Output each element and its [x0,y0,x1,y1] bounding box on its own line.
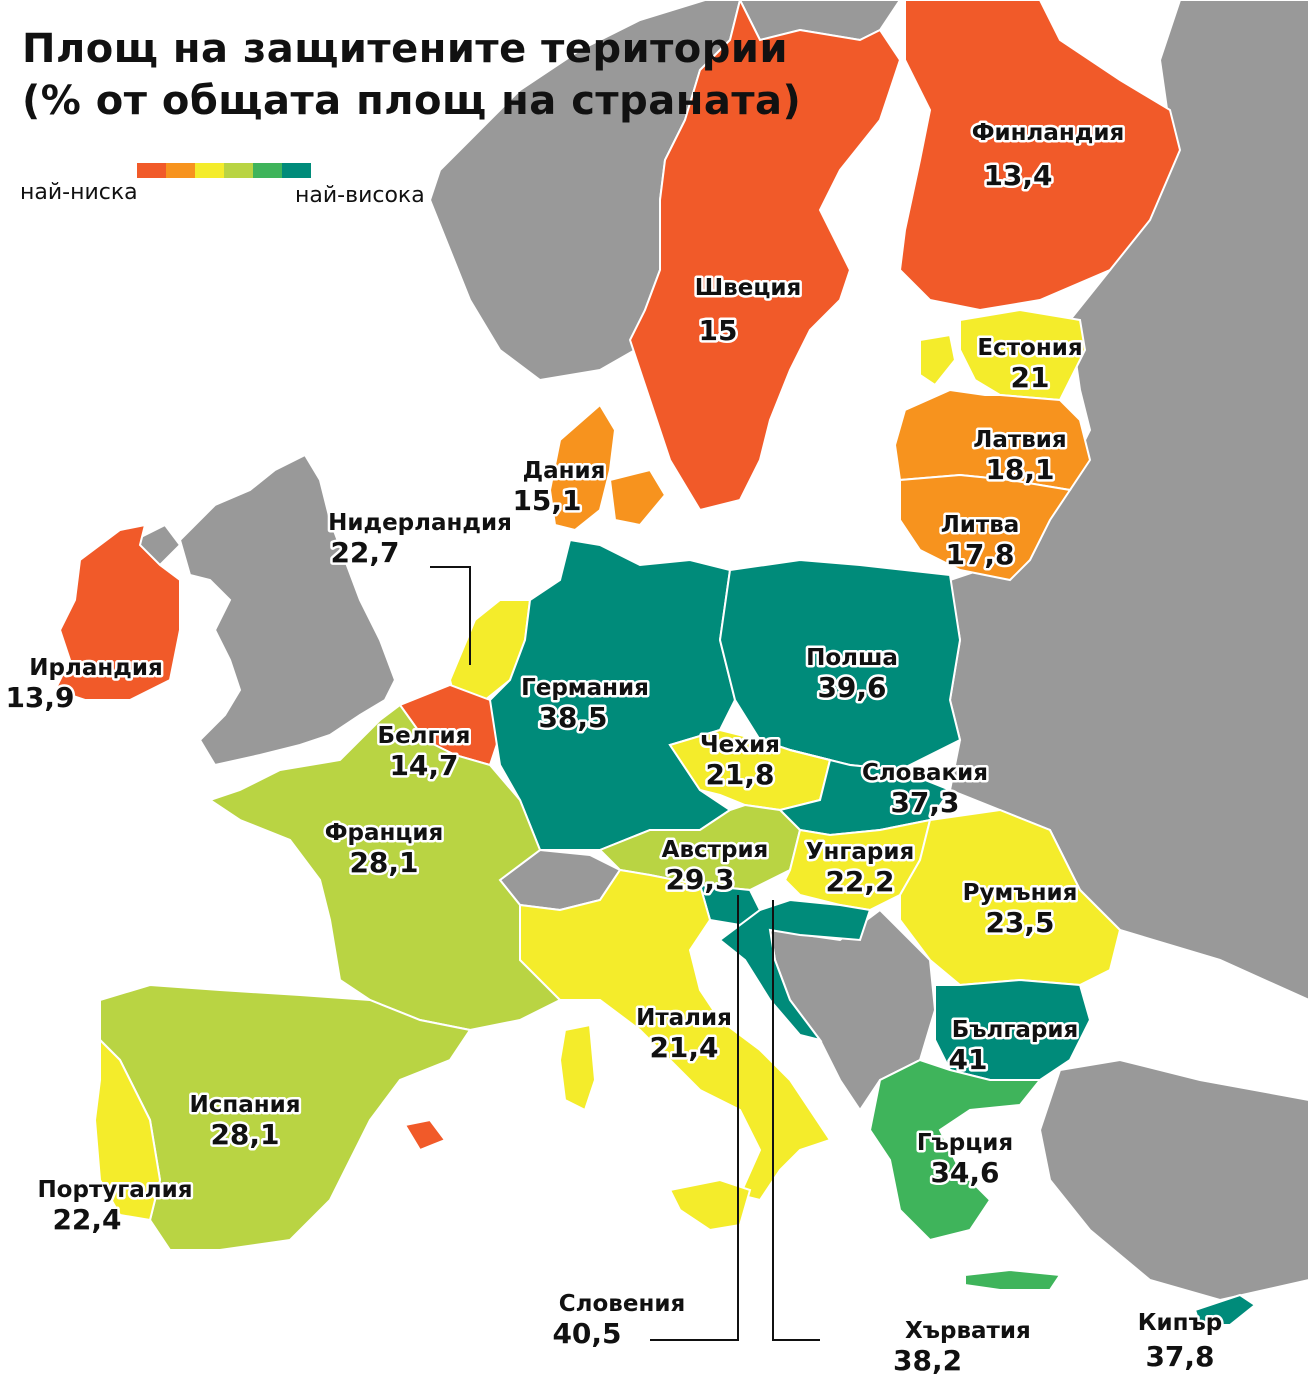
non-eu-land [134,0,1309,1302]
country-label-value: 18,1 [985,453,1054,486]
leader-netherlands [430,566,471,665]
country-label-value: 22,2 [825,865,894,898]
country-label-value: 40,5 [552,1317,621,1350]
country-denmark [548,403,617,532]
country-estonia [959,308,1087,402]
country-italy-sardinia [558,1023,597,1112]
country-label-name: Нидерландия [328,510,512,536]
country-label-name: Хърватия [905,1318,1031,1344]
land-great-britain [178,453,397,767]
country-label-value: 38,5 [538,701,607,734]
map-title-line2: (% от общата площ на страната) [22,78,802,124]
country-label-value: 15 [699,314,738,347]
country-label-value: 37,8 [1145,1340,1214,1373]
country-label-value: 13,9 [5,681,74,714]
leader-croatia [772,900,820,1341]
country-label-value: 17,8 [945,538,1014,571]
country-label-name: Гърция [917,1130,1013,1156]
leader-lines [430,566,820,1341]
legend-swatch-6 [282,163,311,178]
country-label-name: Ирландия [29,655,162,681]
country-label-name: Белгия [378,723,471,749]
country-label-value: 41 [949,1043,988,1076]
country-label-name: Кипър [1138,1310,1223,1336]
country-estonia-island [919,333,957,387]
legend-low-label: най-ниска [20,180,138,205]
country-label-name: Чехия [700,732,780,758]
country-spain-balearics [403,1118,447,1152]
legend-swatch-5 [253,163,282,178]
country-lithuania [899,473,1072,582]
country-label-value: 28,1 [349,846,418,879]
country-label-name: Латвия [973,427,1066,453]
legend-swatch-2 [166,163,195,178]
country-label-name: България [952,1017,1079,1043]
land-turkey [1038,1058,1309,1302]
country-label-value: 21,8 [705,758,774,791]
country-label-value: 39,6 [817,671,886,704]
country-label-value: 13,4 [983,159,1052,192]
country-label-name: Франция [325,820,444,846]
country-ireland [53,523,181,701]
country-label-name: Италия [636,1005,732,1031]
country-label-value: 29,3 [665,863,734,896]
country-label-name: Литва [941,512,1020,538]
legend-swatch-4 [224,163,253,178]
legend-swatch-1 [137,163,166,178]
country-label-name: Словакия [862,760,988,786]
country-label-name: Дания [523,458,606,484]
country-label-name: Словения [559,1291,685,1317]
country-label-value: 14,7 [389,749,458,782]
country-label-name: Естония [977,335,1082,361]
country-label-name: Швеция [695,275,802,301]
country-finland [898,0,1182,312]
country-label-name: Испания [189,1092,300,1118]
country-italy [519,868,832,1202]
country-label-value: 15,1 [512,484,581,517]
map-title-line1: Площ на защитените територии [22,26,788,72]
leader-slovenia [650,895,739,1341]
country-label-value: 21,4 [649,1031,718,1064]
country-bulgaria [934,978,1092,1081]
country-poland [718,558,962,772]
country-greece [868,1058,1043,1242]
country-cyprus [1193,1293,1257,1326]
country-label-value: 21 [1011,361,1050,394]
legend-color-scale [137,163,311,178]
country-label-value: 22,4 [52,1203,121,1236]
country-label-value: 37,3 [890,786,959,819]
country-hungary [783,818,932,912]
country-sweden [628,0,902,512]
country-label-value: 28,1 [210,1118,279,1151]
country-label-name: Финландия [972,120,1125,146]
country-label-name: Австрия [662,837,769,863]
country-label-name: Полша [806,645,898,671]
eu-countries [53,0,1257,1326]
country-label-value: 23,5 [985,906,1054,939]
country-label-name: Португалия [37,1177,192,1203]
legend-high-label: най-висока [295,183,425,208]
country-label-value: 38,2 [893,1344,962,1377]
country-label-value: 22,7 [330,536,399,569]
country-label-name: Румъния [963,880,1078,906]
country-italy-sicily [668,1178,752,1232]
legend-swatch-3 [195,163,224,178]
country-greece-crete [964,1268,1062,1291]
country-label-name: Германия [521,675,649,701]
country-label-value: 34,6 [930,1156,999,1189]
country-portugal [93,1037,162,1222]
country-label-name: Унгария [806,839,915,865]
country-denmark-islands [608,468,667,527]
